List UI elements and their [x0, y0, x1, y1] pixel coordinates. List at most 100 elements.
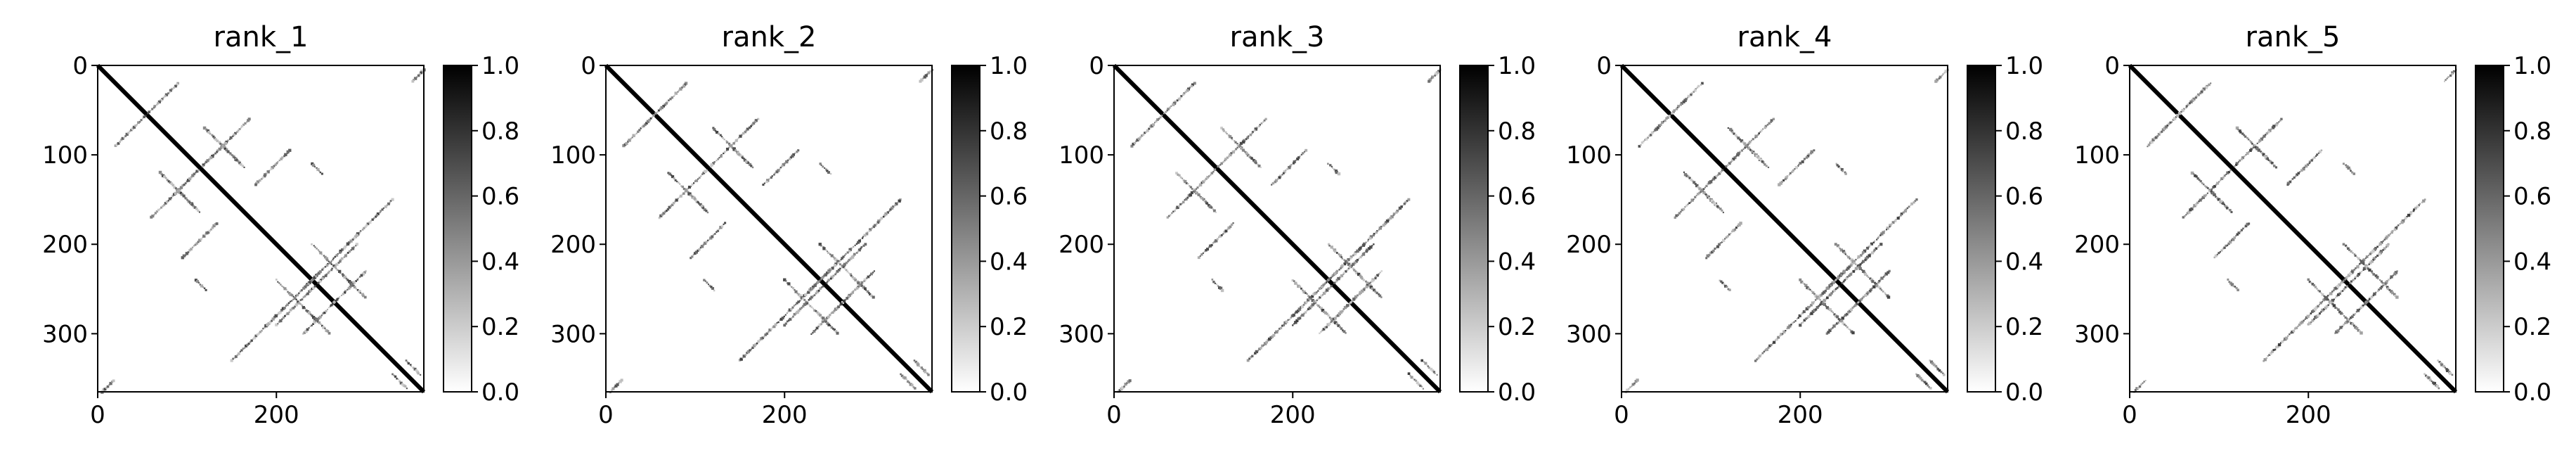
contact-cell — [2313, 156, 2316, 159]
contact-cell — [161, 174, 165, 178]
contact-cell — [1181, 203, 1183, 205]
contact-cell — [662, 105, 665, 108]
contact-cell — [193, 172, 196, 176]
contact-cell — [2246, 136, 2248, 139]
contact-cell — [1738, 138, 1741, 141]
contact-cell — [2213, 184, 2216, 188]
contact-cell — [830, 254, 834, 257]
contact-cell — [1305, 292, 1307, 294]
contact-cell — [727, 146, 730, 149]
contact-cell — [2394, 227, 2398, 230]
contact-cell — [825, 281, 828, 284]
contact-cell — [195, 279, 200, 284]
contact-cell — [1884, 293, 1886, 295]
contact-cell — [1818, 297, 1820, 300]
contact-cell — [1205, 177, 1208, 180]
contact-cell — [673, 95, 675, 97]
contact-cell — [1241, 148, 1245, 152]
contact-cell — [777, 321, 779, 324]
contact-cell — [2340, 312, 2343, 315]
contact-cell — [719, 226, 723, 229]
contact-cell — [153, 105, 157, 108]
contact-cell — [1676, 214, 1679, 217]
contact-cell — [711, 287, 715, 290]
contact-cell — [1340, 327, 1343, 330]
contact-cell — [121, 136, 124, 140]
contact-cell — [754, 343, 757, 346]
contact-cell — [2227, 278, 2229, 281]
contact-cell — [807, 291, 810, 294]
contact-cell — [1291, 279, 1294, 282]
contact-cell — [1220, 234, 1223, 236]
contact-cell — [652, 114, 655, 117]
contact-cell — [2312, 309, 2315, 312]
contact-cell — [914, 387, 917, 390]
contact-cell — [293, 297, 297, 300]
contact-cell — [1792, 169, 1794, 172]
contact-cell — [1407, 372, 1411, 375]
contact-cell — [2235, 162, 2239, 165]
colorbar-tick-label: 0.4 — [990, 248, 1028, 276]
contact-cell — [283, 155, 285, 158]
contact-cell — [763, 336, 765, 338]
contact-cell — [2254, 146, 2257, 149]
contact-cell — [219, 142, 222, 145]
contact-cell — [1179, 96, 1182, 99]
contact-cell — [1178, 174, 1181, 177]
contact-cell — [848, 250, 851, 253]
contact-cell — [1735, 155, 1737, 158]
contact-cell — [256, 180, 260, 184]
contact-cell — [1767, 166, 1770, 169]
contact-cell — [257, 332, 260, 335]
contact-cell — [865, 232, 869, 236]
contact-cell — [2173, 117, 2177, 120]
contact-cell — [2334, 306, 2337, 310]
contact-cell — [2269, 352, 2272, 355]
contact-cell — [1341, 310, 1344, 313]
contact-cell — [1430, 367, 1433, 371]
contact-cell — [1234, 141, 1237, 144]
contact-cell — [1687, 94, 1690, 98]
contact-cell — [1316, 303, 1319, 306]
contact-cell — [2320, 310, 2322, 313]
contact-cell — [1690, 198, 1694, 202]
contact-cell — [1910, 204, 1912, 206]
contact-cell — [619, 380, 622, 383]
contact-cell — [2341, 290, 2344, 292]
contact-cell — [1345, 332, 1347, 334]
contact-cell — [1650, 131, 1654, 134]
contact-cell — [1886, 295, 1891, 299]
contact-cell — [197, 209, 200, 212]
contact-cell — [2341, 325, 2343, 328]
contact-cell — [274, 163, 277, 166]
contact-cell — [1664, 119, 1666, 122]
contact-cell — [1222, 128, 1224, 131]
contact-cell — [836, 331, 839, 335]
contact-cell — [2374, 246, 2377, 250]
contact-cell — [1718, 172, 1721, 175]
contact-cell — [1626, 388, 1629, 392]
contact-cell — [1330, 246, 1333, 249]
contact-cell — [2232, 285, 2235, 288]
y-tick-label: 200 — [42, 231, 88, 259]
contact-cell — [2267, 159, 2270, 161]
contact-cell — [1810, 303, 1813, 307]
contact-cell — [809, 305, 812, 307]
contact-cell — [2390, 290, 2393, 293]
contact-cell — [1402, 204, 1404, 206]
contact-cell — [157, 208, 160, 212]
contact-cell — [1254, 127, 1258, 131]
contact-cell — [2244, 224, 2248, 228]
contact-cell — [2150, 140, 2154, 144]
contact-cell — [2380, 286, 2383, 288]
contact-cell — [418, 73, 421, 75]
contact-cell — [725, 141, 729, 144]
contact-cell — [197, 169, 200, 172]
contact-cell — [2226, 207, 2229, 210]
contact-cell — [2393, 293, 2396, 296]
contact-cell — [1145, 131, 1148, 133]
contact-cell — [1278, 176, 1281, 179]
contact-cell — [872, 272, 874, 274]
contact-cell — [774, 323, 777, 326]
contact-cell — [344, 290, 347, 293]
